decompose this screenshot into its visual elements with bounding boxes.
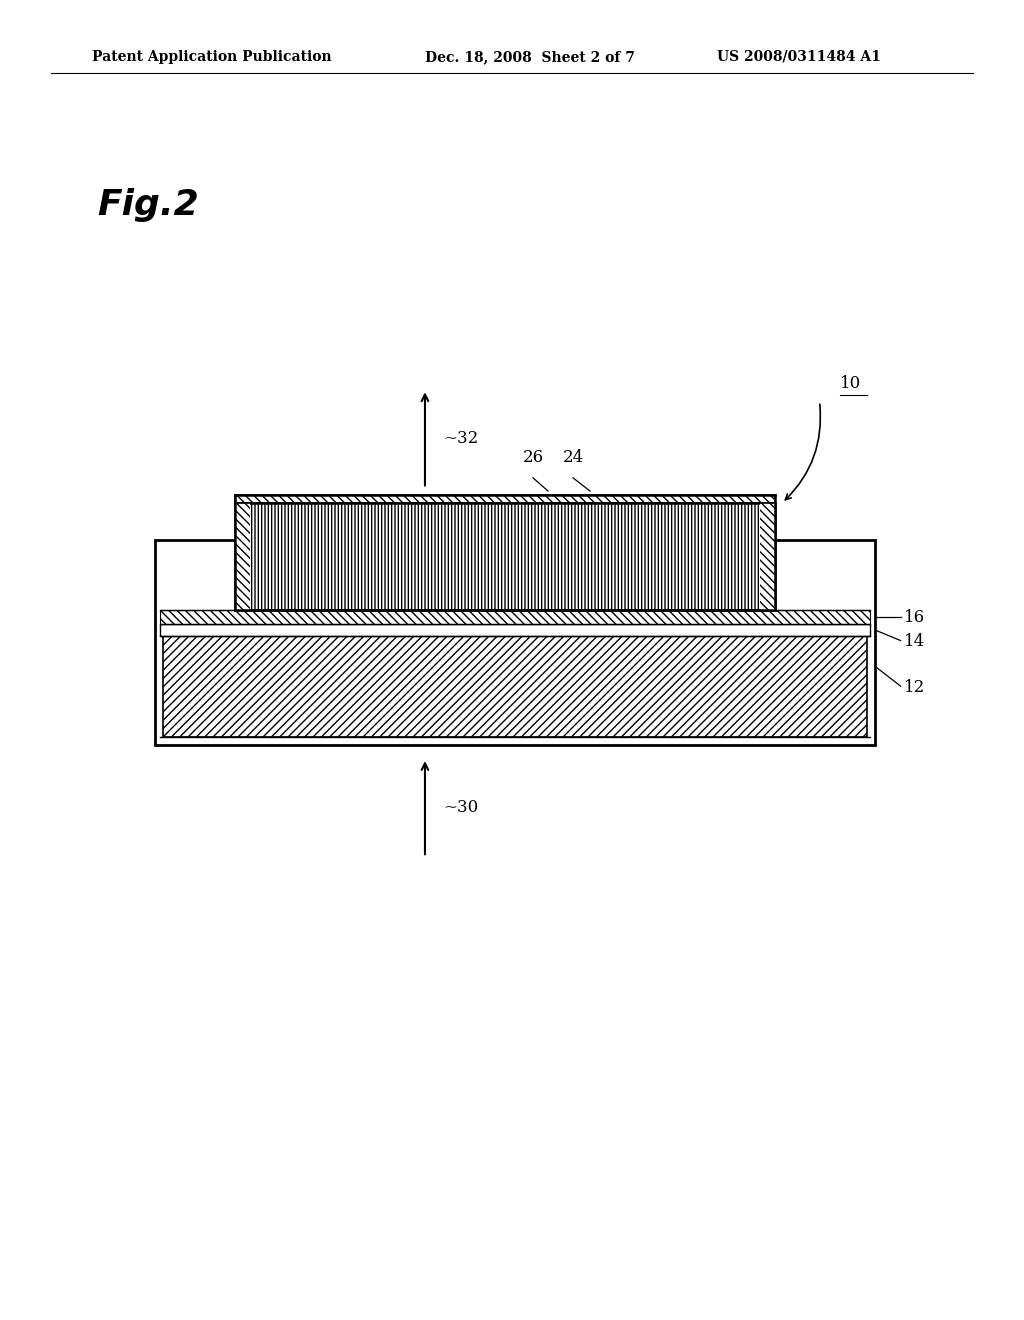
Bar bbox=[234, 503, 250, 610]
Text: 24: 24 bbox=[562, 450, 584, 466]
Bar bbox=[160, 624, 869, 636]
Text: 14: 14 bbox=[903, 634, 925, 651]
Text: 12: 12 bbox=[903, 678, 925, 696]
Text: ~30: ~30 bbox=[443, 799, 478, 816]
Text: 26: 26 bbox=[522, 450, 544, 466]
Bar bbox=[155, 540, 874, 744]
Bar bbox=[160, 610, 869, 624]
Bar bbox=[163, 636, 866, 737]
Text: ~32: ~32 bbox=[443, 430, 478, 447]
Text: US 2008/0311484 A1: US 2008/0311484 A1 bbox=[717, 50, 881, 63]
Text: 16: 16 bbox=[903, 609, 925, 626]
Text: Fig.2: Fig.2 bbox=[97, 187, 199, 222]
Bar bbox=[760, 503, 775, 610]
Bar bbox=[234, 503, 775, 610]
Text: Dec. 18, 2008  Sheet 2 of 7: Dec. 18, 2008 Sheet 2 of 7 bbox=[425, 50, 635, 63]
Text: 10: 10 bbox=[840, 375, 861, 392]
Text: Patent Application Publication: Patent Application Publication bbox=[92, 50, 332, 63]
Bar bbox=[234, 495, 775, 503]
